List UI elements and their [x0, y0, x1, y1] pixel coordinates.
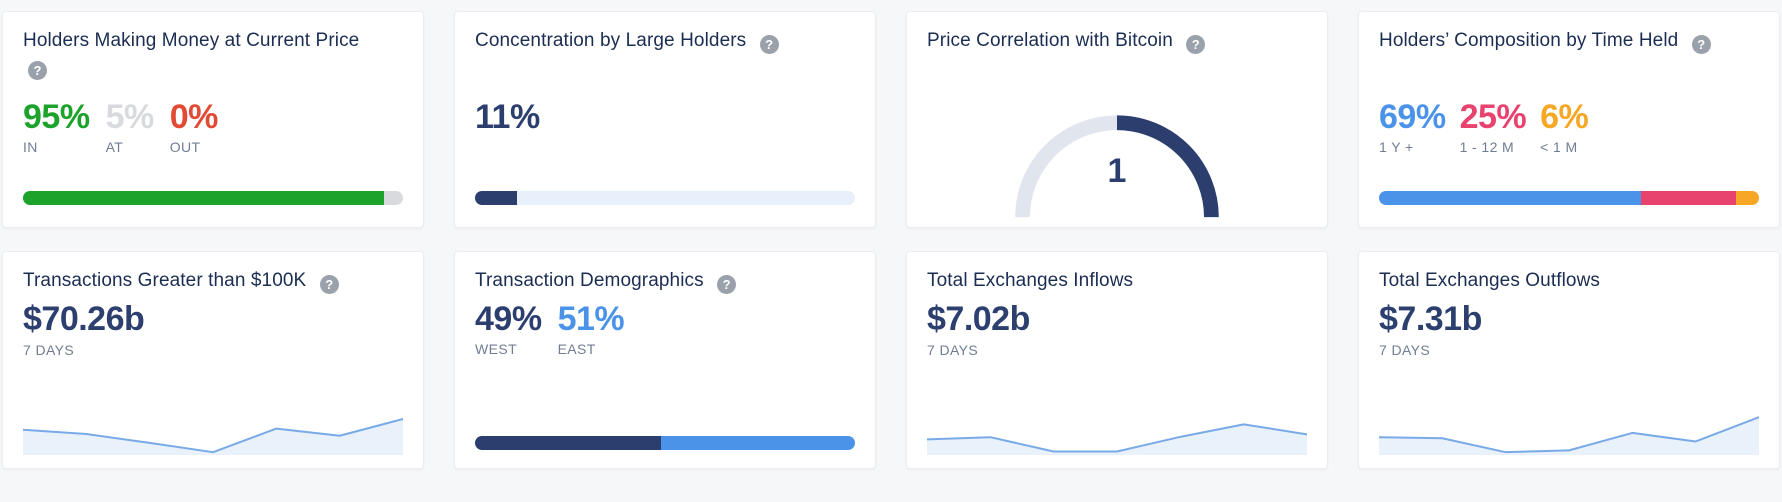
- in-out-progress-bar: [23, 191, 403, 205]
- card-title: Total Exchanges Outflows: [1379, 268, 1759, 294]
- card-title-text: Concentration by Large Holders: [475, 30, 747, 51]
- help-icon[interactable]: ?: [717, 275, 737, 294]
- help-icon[interactable]: ?: [1691, 35, 1711, 54]
- stat-1y-plus: 69% 1 Y +: [1379, 98, 1446, 155]
- stat-label: AT: [105, 138, 124, 155]
- concentration-progress-bar: [475, 191, 855, 205]
- help-icon[interactable]: ?: [1186, 35, 1206, 54]
- card-title-text: Price Correlation with Bitcoin: [927, 30, 1173, 51]
- stats-row: 69% 1 Y + 25% 1 - 12 M 6% < 1 M: [1379, 98, 1589, 155]
- stats-row: 11%: [475, 98, 540, 136]
- stat-label: 1 Y +: [1379, 138, 1414, 155]
- value-block: $7.02b 7 DAYS: [927, 300, 1030, 358]
- value-block: $7.31b 7 DAYS: [1379, 300, 1482, 358]
- card-title: Price Correlation with Bitcoin ?: [927, 28, 1307, 54]
- stat-concentration: 11%: [475, 98, 540, 136]
- card-title: Holders Making Money at Current Price ?: [23, 28, 403, 80]
- stat-label: OUT: [169, 138, 201, 155]
- card-concentration-large-holders[interactable]: Concentration by Large Holders ? 11%: [454, 11, 876, 228]
- card-title-text: Total Exchanges Inflows: [927, 270, 1134, 291]
- stat-at: 5% AT: [105, 98, 155, 155]
- stat-value: 49%: [475, 300, 542, 338]
- stat-value: 5%: [105, 98, 155, 136]
- period-label: 7 DAYS: [23, 341, 75, 358]
- composition-stacked-bar: [1379, 191, 1759, 205]
- stat-west: 49% WEST: [475, 300, 542, 357]
- card-title-text: Holders’ Composition by Time Held: [1379, 30, 1679, 51]
- west-east-split-bar: [475, 436, 855, 450]
- help-icon[interactable]: ?: [759, 35, 779, 54]
- card-holders-making-money[interactable]: Holders Making Money at Current Price ? …: [2, 11, 424, 228]
- help-icon[interactable]: ?: [319, 275, 339, 294]
- card-title-text: Transaction Demographics: [475, 270, 704, 291]
- card-title: Total Exchanges Inflows: [927, 268, 1307, 294]
- sparkline-chart: [1379, 413, 1759, 455]
- period-label: 7 DAYS: [927, 341, 979, 358]
- stat-label: 1 - 12 M: [1459, 138, 1515, 155]
- stat-label: EAST: [557, 340, 596, 357]
- card-title-text: Holders Making Money at Current Price: [23, 30, 360, 51]
- stat-label: < 1 M: [1540, 138, 1578, 155]
- sparkline-chart: [23, 413, 403, 455]
- card-title: Transactions Greater than $100K ?: [23, 268, 403, 294]
- stat-value: 51%: [557, 300, 625, 338]
- sparkline-chart: [927, 413, 1307, 455]
- card-title-text: Total Exchanges Outflows: [1379, 270, 1601, 291]
- card-title: Concentration by Large Holders ?: [475, 28, 855, 54]
- stat-value: 0%: [169, 98, 219, 136]
- card-transaction-demographics[interactable]: Transaction Demographics ? 49% WEST 51% …: [454, 251, 876, 469]
- period-label: 7 DAYS: [1379, 341, 1431, 358]
- stat-label: WEST: [475, 340, 518, 357]
- card-total-exchanges-outflows[interactable]: Total Exchanges Outflows $7.31b 7 DAYS: [1358, 251, 1780, 469]
- stat-label: IN: [23, 138, 38, 155]
- cards-grid: Holders Making Money at Current Price ? …: [2, 11, 1780, 469]
- stats-row: 49% WEST 51% EAST: [475, 300, 625, 357]
- card-holders-composition-time-held[interactable]: Holders’ Composition by Time Held ? 69% …: [1358, 11, 1780, 228]
- stat-value: 95%: [23, 98, 90, 136]
- stats-row: 95% IN 5% AT 0% OUT: [23, 98, 219, 155]
- amount-value: $7.31b: [1379, 300, 1482, 338]
- value-block: $70.26b 7 DAYS: [23, 300, 145, 358]
- stat-value: 11%: [475, 98, 540, 136]
- stat-out: 0% OUT: [169, 98, 219, 155]
- card-title: Holders’ Composition by Time Held ?: [1379, 28, 1759, 54]
- card-price-correlation-bitcoin[interactable]: Price Correlation with Bitcoin ? 1: [906, 11, 1328, 228]
- card-title-text: Transactions Greater than $100K: [23, 270, 307, 291]
- stat-value: 69%: [1379, 98, 1446, 136]
- stat-east: 51% EAST: [557, 300, 625, 357]
- stat-in: 95% IN: [23, 98, 90, 155]
- card-total-exchanges-inflows[interactable]: Total Exchanges Inflows $7.02b 7 DAYS: [906, 251, 1328, 469]
- card-title: Transaction Demographics ?: [475, 268, 855, 294]
- stat-1-12m: 25% 1 - 12 M: [1459, 98, 1527, 155]
- gauge-value: 1: [1107, 152, 1127, 190]
- card-large-transactions[interactable]: Transactions Greater than $100K ? $70.26…: [2, 251, 424, 469]
- amount-value: $7.02b: [927, 300, 1030, 338]
- stat-under-1m: 6% < 1 M: [1540, 98, 1589, 155]
- stat-value: 6%: [1540, 98, 1589, 136]
- correlation-gauge: [1015, 115, 1219, 218]
- help-icon[interactable]: ?: [28, 60, 47, 80]
- amount-value: $70.26b: [23, 300, 145, 338]
- stat-value: 25%: [1459, 98, 1527, 136]
